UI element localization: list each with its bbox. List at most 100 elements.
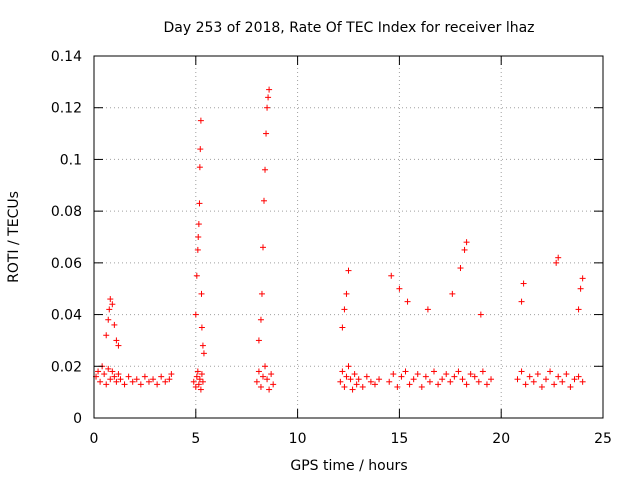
data-point [111, 373, 118, 380]
data-point [194, 368, 201, 375]
data-point [518, 298, 525, 305]
data-point [435, 381, 442, 388]
data-point [345, 267, 352, 274]
data-point [575, 306, 582, 313]
data-point [404, 298, 411, 305]
data-point [197, 117, 204, 124]
data-point [199, 342, 206, 349]
data-point [103, 381, 110, 388]
data-point [258, 290, 265, 297]
data-point [526, 373, 533, 380]
data-point [107, 376, 114, 383]
data-point [463, 381, 470, 388]
data-point [439, 376, 446, 383]
data-point [194, 246, 201, 253]
data-point [101, 371, 108, 378]
data-point [195, 234, 202, 240]
data-point [259, 244, 266, 251]
y-axis-label: ROTI / TECUs [6, 191, 22, 283]
data-point [534, 371, 541, 378]
data-point [197, 146, 204, 153]
data-point [264, 104, 271, 111]
data-point [270, 381, 277, 388]
data-point [141, 373, 148, 380]
data-point [359, 383, 366, 390]
data-point [341, 306, 348, 313]
data-point [577, 285, 584, 292]
data-point [402, 368, 409, 375]
x-tick-labels: 0 5 10 15 20 25 [90, 431, 612, 447]
data-point [477, 311, 484, 318]
data-point [105, 365, 112, 372]
data-point [200, 350, 207, 357]
data-point [339, 368, 346, 375]
data-point [530, 378, 537, 385]
data-point [109, 368, 116, 375]
data-point [459, 376, 466, 383]
data-point [538, 383, 545, 390]
data-point [105, 316, 112, 323]
data-point [337, 378, 344, 385]
data-point [158, 373, 165, 380]
data-point [406, 381, 413, 388]
data-point [257, 383, 264, 390]
data-point [137, 381, 144, 388]
data-point [198, 290, 205, 297]
data-point [107, 296, 114, 303]
data-point [345, 363, 352, 370]
data-point [455, 368, 462, 375]
data-point [192, 311, 199, 318]
data-point [575, 373, 582, 380]
y-tick-label: 0.02 [51, 359, 82, 375]
data-point [467, 371, 474, 378]
data-point [563, 371, 570, 378]
data-point [483, 381, 490, 388]
data-point [463, 239, 470, 246]
plot-frame [93, 55, 604, 419]
data-point [115, 371, 122, 378]
data-point [111, 321, 118, 328]
data-point [355, 376, 362, 383]
x-tick-label: 25 [594, 431, 612, 447]
y-tick-label: 0.1 [60, 152, 82, 168]
data-point [261, 197, 268, 204]
x-tick-label: 5 [191, 431, 200, 447]
data-point [166, 376, 173, 383]
data-point [190, 378, 197, 385]
data-point [264, 376, 271, 383]
data-point [162, 378, 169, 385]
data-point [343, 373, 350, 380]
data-point [475, 378, 482, 385]
data-point [555, 254, 562, 261]
data-point [396, 285, 403, 292]
data-point [431, 368, 438, 375]
data-point [154, 381, 161, 388]
data-point [394, 383, 401, 390]
data-point [514, 376, 521, 383]
data-point [390, 371, 397, 378]
x-tick-label: 20 [492, 431, 510, 447]
data-point [192, 383, 199, 390]
data-point [198, 371, 205, 378]
data-point [553, 259, 560, 266]
data-point [257, 316, 264, 323]
data-point [196, 376, 203, 383]
data-point [193, 272, 200, 279]
data-point [109, 301, 116, 308]
x-tick-label: 15 [390, 431, 408, 447]
data-point [371, 381, 378, 388]
y-tick-label: 0 [73, 411, 82, 427]
data-point [451, 373, 458, 380]
data-point [461, 246, 468, 253]
data-point [349, 386, 356, 393]
data-point [115, 342, 122, 349]
data-point [347, 376, 354, 383]
y-tick-label: 0.04 [51, 308, 82, 324]
data-point [113, 378, 120, 385]
data-point [388, 272, 395, 279]
data-point [471, 373, 478, 380]
data-point [343, 290, 350, 297]
y-tick-label: 0.12 [51, 101, 82, 117]
data-point [97, 378, 104, 385]
data-point [265, 94, 272, 101]
